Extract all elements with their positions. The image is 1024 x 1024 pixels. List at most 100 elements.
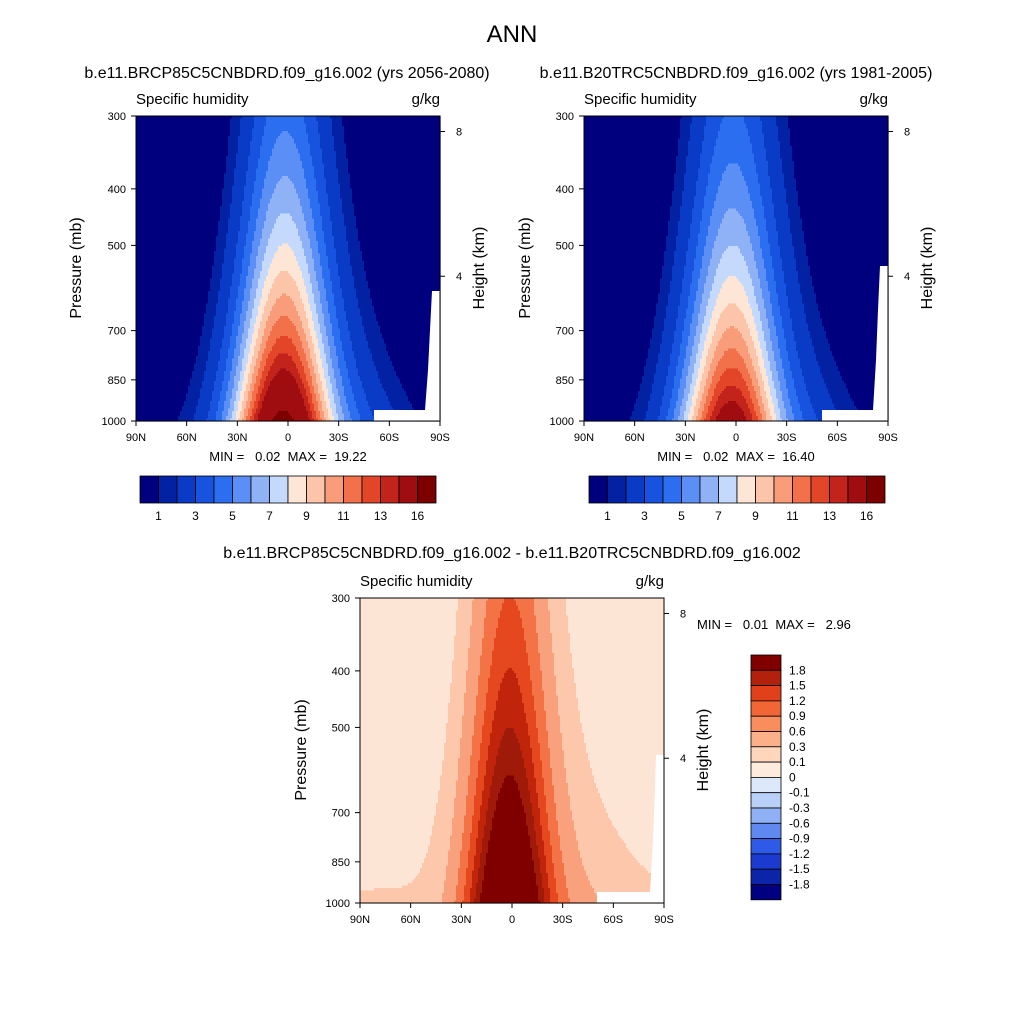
colorbar-box bbox=[736, 475, 756, 504]
x-tick-label: 90S bbox=[654, 914, 674, 926]
colorbar-box bbox=[588, 475, 608, 504]
missing-data-region bbox=[822, 410, 888, 421]
x-tick-label: 90N bbox=[350, 914, 370, 926]
colorbar-box bbox=[417, 475, 437, 504]
y-tick-label: 500 bbox=[556, 240, 574, 252]
y-axis-label: Pressure (mb) bbox=[517, 217, 534, 318]
contour-field bbox=[136, 116, 441, 422]
colorbar-box bbox=[176, 475, 196, 504]
colorbar-box bbox=[750, 807, 782, 824]
x-tick-label: 0 bbox=[733, 432, 739, 444]
colorbar-tick-label: -0.3 bbox=[789, 801, 810, 815]
colorbar-box bbox=[232, 475, 252, 504]
y-tick-label: 850 bbox=[332, 857, 350, 869]
colorbar-tick-label: 0 bbox=[789, 770, 796, 784]
right-tick-label: 8 bbox=[904, 126, 910, 138]
panel-title: b.e11.B20TRC5CNBDRD.f09_g16.002 (yrs 198… bbox=[540, 65, 933, 82]
colorbar-box bbox=[361, 475, 381, 504]
colorbar-box bbox=[306, 475, 326, 504]
missing-data-region bbox=[650, 755, 664, 892]
colorbar-box bbox=[750, 868, 782, 885]
colorbar-tick-label: 5 bbox=[229, 509, 236, 523]
panel-future: b.e11.BRCP85C5CNBDRD.f09_g16.002 (yrs 20… bbox=[68, 65, 490, 523]
x-tick-label: 90S bbox=[878, 432, 898, 444]
y-tick-label: 1000 bbox=[550, 416, 574, 428]
min-max-stats: MIN = 0.01 MAX = 2.96 bbox=[697, 617, 851, 632]
right-tick-label: 8 bbox=[456, 126, 462, 138]
colorbar-box bbox=[750, 761, 782, 778]
missing-data-region bbox=[374, 410, 440, 421]
colorbar-tick-label: -0.1 bbox=[789, 786, 810, 800]
panel-left-label: Specific humidity bbox=[360, 573, 473, 590]
y-tick-label: 400 bbox=[108, 184, 126, 196]
colorbar-box bbox=[269, 475, 289, 504]
colorbar-box bbox=[287, 475, 307, 504]
x-tick-label: 90S bbox=[430, 432, 450, 444]
colorbar-tick-label: 1 bbox=[604, 509, 611, 523]
y-tick-label: 300 bbox=[556, 111, 574, 123]
y-tick-label: 300 bbox=[108, 111, 126, 123]
colorbar-tick-label: 0.1 bbox=[789, 755, 806, 769]
colorbar-box bbox=[750, 700, 782, 717]
colorbar-box bbox=[750, 654, 782, 671]
x-axis-ticks: 90N 60N 30N 0 30S 60S 90S bbox=[126, 421, 450, 444]
x-tick-label: 60N bbox=[401, 914, 421, 926]
min-max-stats: MIN = 0.02 MAX = 19.22 bbox=[209, 449, 367, 464]
panel-left-label: Specific humidity bbox=[584, 91, 697, 108]
colorbar-tick-label: 1 bbox=[155, 509, 162, 523]
colorbar-box bbox=[750, 884, 782, 901]
colorbar-ticks: 1 3 5 7 9 11 13 16 bbox=[155, 509, 424, 523]
colorbar-box bbox=[343, 475, 363, 504]
missing-data-region bbox=[425, 291, 440, 410]
x-tick-label: 30N bbox=[451, 914, 471, 926]
panel-right-label: g/kg bbox=[860, 91, 888, 108]
y-axis-ticks: 300 400 500 700 850 1000 bbox=[102, 111, 136, 428]
colorbar-box bbox=[750, 838, 782, 855]
y-axis-ticks: 300 400 500 700 850 1000 bbox=[550, 111, 584, 428]
right-tick-label: 8 bbox=[680, 608, 686, 620]
x-tick-label: 60N bbox=[177, 432, 197, 444]
colorbar-tick-label: 1.8 bbox=[789, 663, 806, 677]
colorbar-box bbox=[681, 475, 701, 504]
contour-field bbox=[360, 598, 665, 904]
colorbar-box bbox=[213, 475, 233, 504]
colorbar-tick-label: -1.2 bbox=[789, 847, 810, 861]
x-tick-label: 0 bbox=[509, 914, 515, 926]
colorbar-tick-label: 13 bbox=[374, 509, 388, 523]
right-axis-ticks: 84 bbox=[440, 126, 462, 283]
x-tick-label: 60S bbox=[380, 432, 400, 444]
colorbar-box bbox=[829, 475, 849, 504]
panel-historical: b.e11.B20TRC5CNBDRD.f09_g16.002 (yrs 198… bbox=[517, 65, 936, 523]
colorbar-box bbox=[750, 792, 782, 809]
colorbar-box bbox=[195, 475, 215, 504]
colorbar-tick-label: 0.9 bbox=[789, 709, 806, 723]
x-tick-label: 30N bbox=[675, 432, 695, 444]
x-tick-label: 90N bbox=[574, 432, 594, 444]
colorbar-box bbox=[750, 746, 782, 763]
colorbar-box bbox=[750, 669, 782, 686]
right-tick-label: 4 bbox=[680, 753, 686, 765]
x-tick-label: 60S bbox=[828, 432, 848, 444]
y-tick-label: 700 bbox=[556, 326, 574, 338]
colorbar-box bbox=[866, 475, 886, 504]
colorbar-tick-label: 9 bbox=[752, 509, 759, 523]
colorbar-box bbox=[750, 777, 782, 794]
colorbar-tick-label: 3 bbox=[641, 509, 648, 523]
y-tick-label: 500 bbox=[332, 722, 350, 734]
y-tick-label: 500 bbox=[108, 240, 126, 252]
right-axis-label: Height (km) bbox=[919, 227, 936, 310]
colorbar-box bbox=[810, 475, 830, 504]
x-axis-ticks: 90N 60N 30N 0 30S 60S 90S bbox=[574, 421, 898, 444]
y-tick-label: 400 bbox=[556, 184, 574, 196]
y-tick-label: 850 bbox=[108, 375, 126, 387]
colorbar-box bbox=[718, 475, 738, 504]
missing-data-region bbox=[873, 266, 888, 410]
colorbar-box bbox=[139, 475, 159, 504]
colorbar-tick-label: 11 bbox=[337, 509, 350, 523]
colorbar-tick-label: 1.5 bbox=[789, 679, 806, 693]
colorbar bbox=[139, 475, 437, 504]
y-tick-label: 1000 bbox=[102, 416, 126, 428]
colorbar-box bbox=[644, 475, 664, 504]
right-tick-label: 4 bbox=[456, 271, 462, 283]
